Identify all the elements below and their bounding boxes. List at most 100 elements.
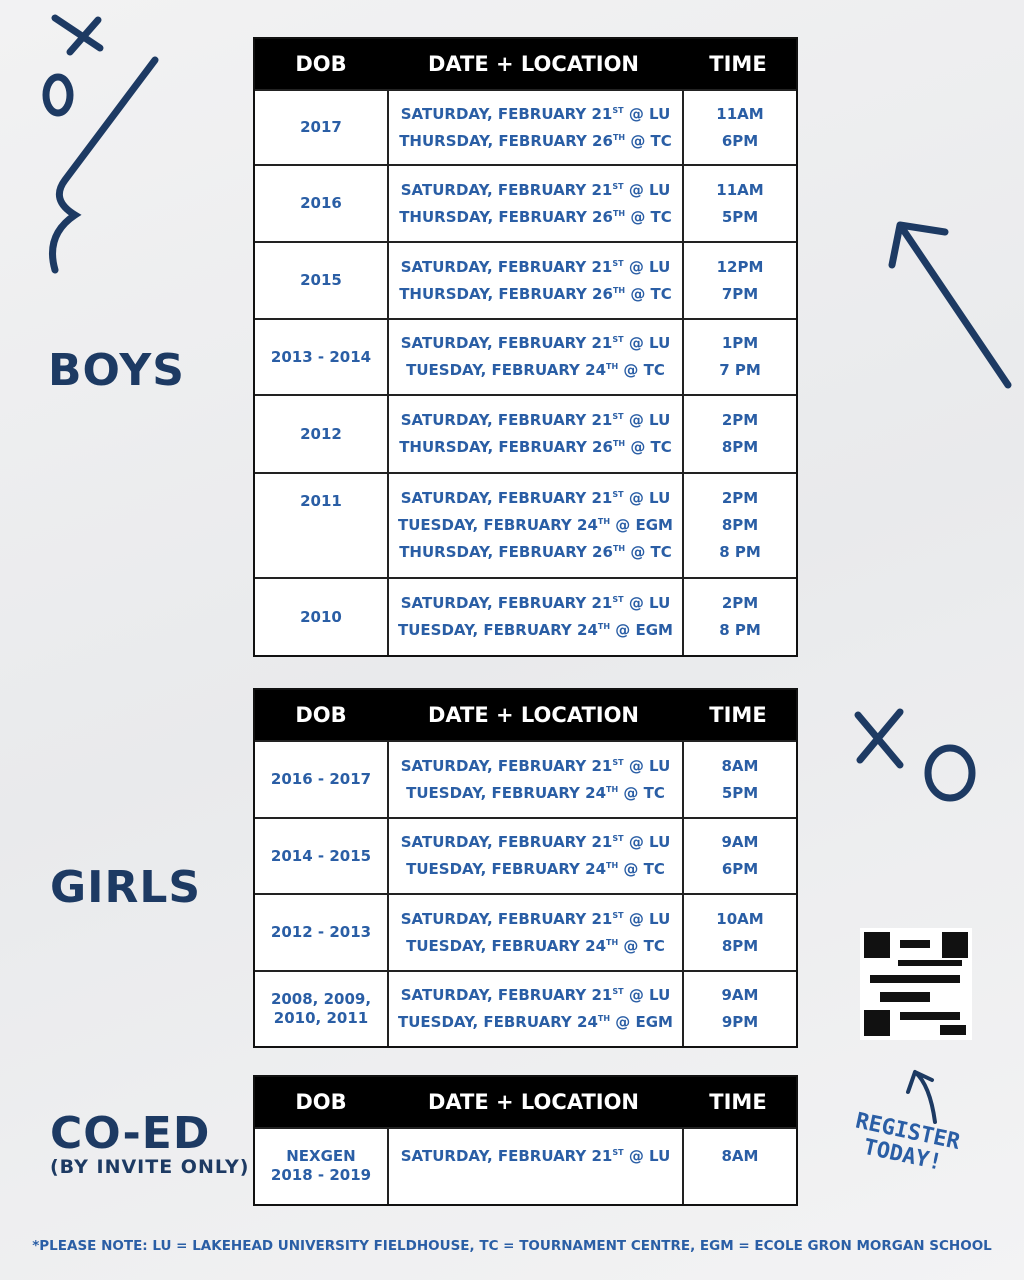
date-suffix: TH	[597, 517, 611, 527]
date-text: SATURDAY, FEBRUARY 21	[400, 411, 613, 430]
date-suffix: TH	[597, 622, 611, 631]
header-row: DOB DATE + LOCATION TIME	[255, 690, 796, 740]
date-line: TUESDAY, FEBRUARY 24TH @ EGM	[389, 516, 682, 535]
table-row: 2013 - 2014 SATURDAY, FEBRUARY 21ST @ LU T…	[255, 318, 796, 394]
section-label: CO-ED	[50, 1108, 211, 1159]
dob-cell: 2012	[255, 396, 387, 472]
time: 8PM	[721, 936, 759, 955]
date-location: @ LU	[628, 833, 671, 852]
header-row: DOB DATE + LOCATION TIME	[255, 39, 796, 89]
date-line: SATURDAY, FEBRUARY 21ST @ LU	[389, 910, 682, 929]
dob-cell: 2011	[255, 474, 387, 577]
date-line: SATURDAY, FEBRUARY 21ST @ LU	[389, 757, 682, 776]
dob-cell: 2016	[255, 166, 387, 241]
date-location: @ TC	[630, 207, 672, 226]
date-cell: SATURDAY, FEBRUARY 21ST @ LU TUESDAY, FEB…	[387, 579, 682, 655]
section-sublabel: (BY INVITE ONLY)	[50, 1156, 250, 1178]
date-text: SATURDAY, FEBRUARY 21	[400, 257, 613, 276]
date-line: SATURDAY, FEBRUARY 21ST @ LU	[389, 833, 682, 852]
header-cell: TIME	[709, 1090, 767, 1114]
date-line: TUESDAY, FEBRUARY 24TH @ TC	[389, 937, 682, 956]
date-suffix: TH	[597, 1014, 611, 1023]
date-suffix: TH	[612, 439, 626, 448]
date-line: THURSDAY, FEBRUARY 26TH @ TC	[389, 438, 682, 457]
time: 8AM	[721, 1147, 759, 1165]
date-suffix: TH	[612, 543, 626, 553]
time-cell: 2PM 8 PM	[682, 579, 796, 655]
time: 8AM	[721, 756, 759, 775]
table-row: 2014 - 2015 SATURDAY, FEBRUARY 21ST @ LU T…	[255, 817, 796, 893]
header-cell: TIME	[709, 703, 767, 727]
date-text: TUESDAY, FEBRUARY 24	[406, 936, 607, 955]
dob: 2013 - 2014	[270, 347, 372, 366]
date-suffix: TH	[606, 362, 619, 371]
date-text: SATURDAY, FEBRUARY 21	[400, 104, 613, 123]
date-line: TUESDAY, FEBRUARY 24TH @ TC	[389, 784, 682, 803]
date-suffix: TH	[612, 208, 626, 218]
dob-cell: 2015	[255, 243, 387, 318]
date-suffix: ST	[612, 258, 624, 268]
table-row: 2012 - 2013 SATURDAY, FEBRUARY 21ST @ LU T…	[255, 893, 796, 970]
date-suffix: ST	[612, 595, 624, 605]
dob-cell: 2010	[255, 579, 387, 655]
date-suffix: TH	[606, 861, 619, 870]
time-cell: 10AM 8PM	[682, 895, 796, 970]
date-text: SATURDAY, FEBRUARY 21	[400, 594, 613, 613]
date-text: SATURDAY, FEBRUARY 21	[400, 180, 613, 199]
time: 9AM	[721, 833, 759, 852]
date-suffix: ST	[612, 834, 624, 844]
dob: 2017	[300, 118, 342, 137]
date-text: SATURDAY, FEBRUARY 21	[400, 1147, 613, 1165]
time: 5PM	[721, 207, 759, 226]
date-suffix: TH	[606, 937, 619, 947]
date-suffix: ST	[612, 1148, 624, 1157]
date-line: SATURDAY, FEBRUARY 21ST @ LU	[389, 986, 682, 1005]
time: 6PM	[721, 131, 759, 150]
date-line: SATURDAY, FEBRUARY 21ST @ LU	[389, 334, 682, 353]
dob-cell: 2017	[255, 91, 387, 164]
header-cell: DOB	[295, 703, 347, 727]
dob-cell: 2013 - 2014	[255, 320, 387, 394]
time: 8 PM	[719, 542, 761, 561]
dob: 2016	[300, 194, 342, 213]
time: 1PM	[721, 334, 759, 353]
time-cell: 2PM 8PM 8 PM	[682, 474, 796, 577]
date-text: SATURDAY, FEBRUARY 21	[400, 909, 613, 928]
time-cell: 8AM 5PM	[682, 742, 796, 817]
dob-cell: 2014 - 2015	[255, 819, 387, 893]
dob: 2008, 2009, 2010, 2011	[270, 990, 372, 1027]
schedule-table: DOB DATE + LOCATION TIME 2016 - 2017 SATURDA…	[253, 688, 798, 1048]
dob: 2016 - 2017	[270, 770, 372, 789]
section-label: GIRLS	[50, 862, 202, 913]
date-location: @ LU	[628, 257, 671, 276]
table-row: NEXGEN 2018 - 2019 SATURDAY, FEBRUARY 21S…	[255, 1127, 796, 1204]
time: 11AM	[716, 180, 764, 199]
date-cell: SATURDAY, FEBRUARY 21ST @ LU THURSDAY, FE…	[387, 166, 682, 241]
date-cell: SATURDAY, FEBRUARY 21ST @ LU THURSDAY, FE…	[387, 396, 682, 472]
date-location: @ TC	[623, 860, 665, 878]
date-text: SATURDAY, FEBRUARY 21	[400, 334, 613, 353]
date-cell: SATURDAY, FEBRUARY 21ST @ LU	[387, 1129, 682, 1204]
date-text: TUESDAY, FEBRUARY 24	[406, 361, 607, 379]
date-text: TUESDAY, FEBRUARY 24	[398, 621, 598, 639]
date-line: THURSDAY, FEBRUARY 26TH @ TC	[389, 285, 682, 304]
time: 7PM	[721, 284, 759, 303]
date-suffix: ST	[612, 490, 624, 500]
date-line: SATURDAY, FEBRUARY 21ST @ LU	[389, 105, 682, 124]
header-cell: DATE + LOCATION	[427, 703, 640, 727]
date-suffix: ST	[612, 105, 624, 115]
date-text: THURSDAY, FEBRUARY 26	[399, 207, 613, 226]
date-cell: SATURDAY, FEBRUARY 21ST @ LU TUESDAY, FEB…	[387, 895, 682, 970]
table-row: 2016 - 2017 SATURDAY, FEBRUARY 21ST @ LU T…	[255, 740, 796, 817]
date-location: @ LU	[628, 756, 671, 775]
date-cell: SATURDAY, FEBRUARY 21ST @ LU TUESDAY, FEB…	[387, 474, 682, 577]
time: 11AM	[716, 104, 764, 123]
date-location: @ LU	[628, 180, 671, 199]
schedule-table: DOB DATE + LOCATION TIME 2017 SATURDAY, FEBR…	[253, 37, 798, 657]
date-cell: SATURDAY, FEBRUARY 21ST @ LU TUESDAY, FEB…	[387, 972, 682, 1046]
date-cell: SATURDAY, FEBRUARY 21ST @ LU TUESDAY, FEB…	[387, 320, 682, 394]
date-line: SATURDAY, FEBRUARY 21ST @ LU	[389, 489, 682, 508]
date-text: TUESDAY, FEBRUARY 24	[398, 1013, 598, 1031]
